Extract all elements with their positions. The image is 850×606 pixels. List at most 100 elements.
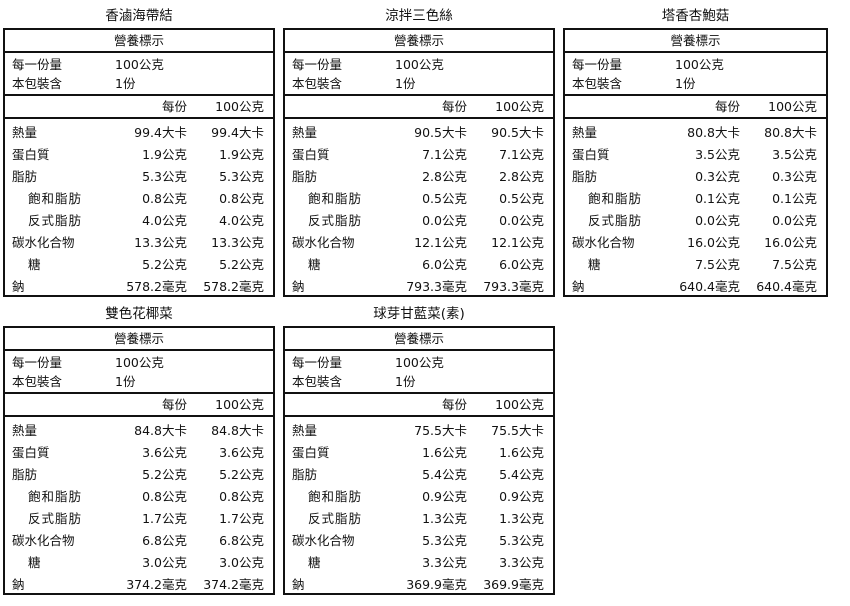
dish-title: 香滷海帶結 (105, 8, 173, 24)
nutrient-row: 糖 3.0公克 3.0公克 (5, 552, 273, 574)
nutrient-row: 脂肪 0.3公克 0.3公克 (565, 166, 826, 188)
nutrition-header: 營養標示 (5, 30, 273, 53)
nutrient-label: 糖 (588, 257, 602, 272)
nutrient-label: 飽和脂肪 (28, 191, 83, 206)
nutrient-rows: 熱量 90.5大卡 90.5大卡 蛋白質 7.1公克 7.1公克 脂肪 2.8公克 2.8公克飽… (285, 119, 553, 298)
nutrient-label: 熱量 (292, 125, 318, 140)
per-100g-value: 5.3公克 (499, 533, 544, 548)
serving-label: 每一份量 (12, 57, 63, 72)
nutrient-label: 飽和脂肪 (308, 191, 363, 206)
per-serving-value: 1.9公克 (142, 147, 187, 162)
per-100g-value: 7.5公克 (772, 257, 817, 272)
nutrient-label: 蛋白質 (12, 445, 50, 460)
nutrient-row: 蛋白質 3.6公克 3.6公克 (5, 442, 273, 464)
per-100g-value: 3.5公克 (772, 147, 817, 162)
nutrition-panel: 香滷海帶結 營養標示 每一份量 100公克 本包裝含 1份 每份 100公克 熱量 99.4大卡 9… (3, 4, 275, 297)
serving-label: 本包裝含 (292, 76, 343, 91)
nutrient-row: 糖 6.0公克 6.0公克 (285, 254, 553, 276)
per-100g-value: 640.4毫克 (756, 279, 817, 294)
nutrient-row: 飽和脂肪 0.1公克 0.1公克 (565, 188, 826, 210)
per-serving-value: 5.4公克 (422, 467, 467, 482)
nutrient-label: 蛋白質 (292, 445, 330, 460)
per-100g-value: 0.0公克 (772, 213, 817, 228)
nutrient-row: 蛋白質 3.5公克 3.5公克 (565, 144, 826, 166)
serving-value: 100公克 (395, 57, 444, 72)
per-serving-value: 5.2公克 (142, 467, 187, 482)
nutrition-table: 營養標示 每一份量 100公克 本包裝含 1份 每份 100公克 熱量 80.8大卡 80.8大卡… (563, 28, 828, 297)
per-100g-value: 75.5大卡 (491, 423, 544, 438)
nutrient-row: 熱量 90.5大卡 90.5大卡 (285, 122, 553, 144)
per-100g-value: 5.3公克 (219, 169, 264, 184)
nutrient-row: 脂肪 5.2公克 5.2公克 (5, 464, 273, 486)
nutrient-label: 糖 (308, 555, 322, 570)
serving-row: 每一份量 100公克 (285, 353, 553, 372)
serving-row: 本包裝含 1份 (5, 372, 273, 391)
nutrient-row: 碳水化合物 16.0公克 16.0公克 (565, 232, 826, 254)
nutrient-label: 碳水化合物 (292, 235, 355, 250)
nutrient-row: 鈉 369.9毫克 369.9毫克 (285, 574, 553, 596)
per-100g-value: 0.8公克 (219, 489, 264, 504)
nutrient-row: 飽和脂肪 0.5公克 0.5公克 (285, 188, 553, 210)
per-100g-value: 1.9公克 (219, 147, 264, 162)
nutrient-label: 熱量 (292, 423, 318, 438)
per-serving-value: 7.5公克 (695, 257, 740, 272)
nutrient-label: 蛋白質 (292, 147, 330, 162)
column-per-serving: 每份 (714, 99, 740, 114)
nutrient-row: 反式脂肪 0.0公克 0.0公克 (565, 210, 826, 232)
nutrient-label: 脂肪 (12, 169, 38, 184)
per-serving-value: 3.0公克 (142, 555, 187, 570)
per-serving-value: 12.1公克 (414, 235, 467, 250)
nutrient-label: 脂肪 (12, 467, 38, 482)
per-100g-value: 16.0公克 (764, 235, 817, 250)
nutrient-row: 脂肪 5.3公克 5.3公克 (5, 166, 273, 188)
per-100g-value: 3.0公克 (219, 555, 264, 570)
column-per-serving: 每份 (441, 397, 467, 412)
serving-label: 每一份量 (292, 57, 343, 72)
nutrition-header: 營養標示 (5, 328, 273, 351)
nutrient-row: 鈉 640.4毫克 640.4毫克 (565, 276, 826, 298)
per-100g-value: 0.3公克 (772, 169, 817, 184)
nutrient-rows: 熱量 80.8大卡 80.8大卡 蛋白質 3.5公克 3.5公克 脂肪 0.3公克 0.3公克飽… (565, 119, 826, 298)
serving-value: 1份 (675, 76, 696, 91)
nutrient-row: 蛋白質 1.6公克 1.6公克 (285, 442, 553, 464)
per-serving-value: 84.8大卡 (134, 423, 187, 438)
nutrition-header: 營養標示 (285, 328, 553, 351)
nutrient-row: 鈉 374.2毫克 374.2毫克 (5, 574, 273, 596)
per-100g-value: 13.3公克 (211, 235, 264, 250)
nutrition-header: 營養標示 (285, 30, 553, 53)
nutrient-label: 飽和脂肪 (588, 191, 643, 206)
nutrient-row: 反式脂肪 1.3公克 1.3公克 (285, 508, 553, 530)
serving-label: 本包裝含 (292, 374, 343, 389)
per-serving-value: 6.0公克 (422, 257, 467, 272)
per-serving-value: 640.4毫克 (679, 279, 740, 294)
nutrient-row: 碳水化合物 5.3公克 5.3公克 (285, 530, 553, 552)
nutrient-rows: 熱量 84.8大卡 84.8大卡 蛋白質 3.6公克 3.6公克 脂肪 5.2公克 5.2公克飽… (5, 417, 273, 596)
dish-title: 涼拌三色絲 (385, 8, 453, 24)
nutrient-row: 鈉 793.3毫克 793.3毫克 (285, 276, 553, 298)
nutrient-row: 飽和脂肪 0.8公克 0.8公克 (5, 188, 273, 210)
per-100g-value: 0.9公克 (499, 489, 544, 504)
column-per-100g: 100公克 (215, 99, 264, 114)
column-headers: 每份 100公克 (565, 96, 826, 119)
serving-value: 100公克 (115, 355, 164, 370)
serving-label: 每一份量 (12, 355, 63, 370)
per-serving-value: 3.5公克 (695, 147, 740, 162)
per-100g-value: 0.1公克 (772, 191, 817, 206)
per-serving-value: 7.1公克 (422, 147, 467, 162)
serving-value: 1份 (115, 76, 136, 91)
per-serving-value: 99.4大卡 (134, 125, 187, 140)
nutrient-label: 糖 (28, 555, 42, 570)
nutrient-row: 飽和脂肪 0.9公克 0.9公克 (285, 486, 553, 508)
nutrient-label: 蛋白質 (12, 147, 50, 162)
nutrient-row: 反式脂肪 0.0公克 0.0公克 (285, 210, 553, 232)
nutrient-rows: 熱量 99.4大卡 99.4大卡 蛋白質 1.9公克 1.9公克 脂肪 5.3公克 5.3公克飽… (5, 119, 273, 298)
nutrient-label: 碳水化合物 (12, 235, 75, 250)
nutrition-table: 營養標示 每一份量 100公克 本包裝含 1份 每份 100公克 熱量 90.5大卡 90.5大卡… (283, 28, 555, 297)
per-serving-value: 0.3公克 (695, 169, 740, 184)
per-100g-value: 84.8大卡 (211, 423, 264, 438)
nutrition-header: 營養標示 (565, 30, 826, 53)
per-100g-value: 5.2公克 (219, 467, 264, 482)
serving-value: 100公克 (115, 57, 164, 72)
per-100g-value: 99.4大卡 (211, 125, 264, 140)
per-100g-value: 1.7公克 (219, 511, 264, 526)
